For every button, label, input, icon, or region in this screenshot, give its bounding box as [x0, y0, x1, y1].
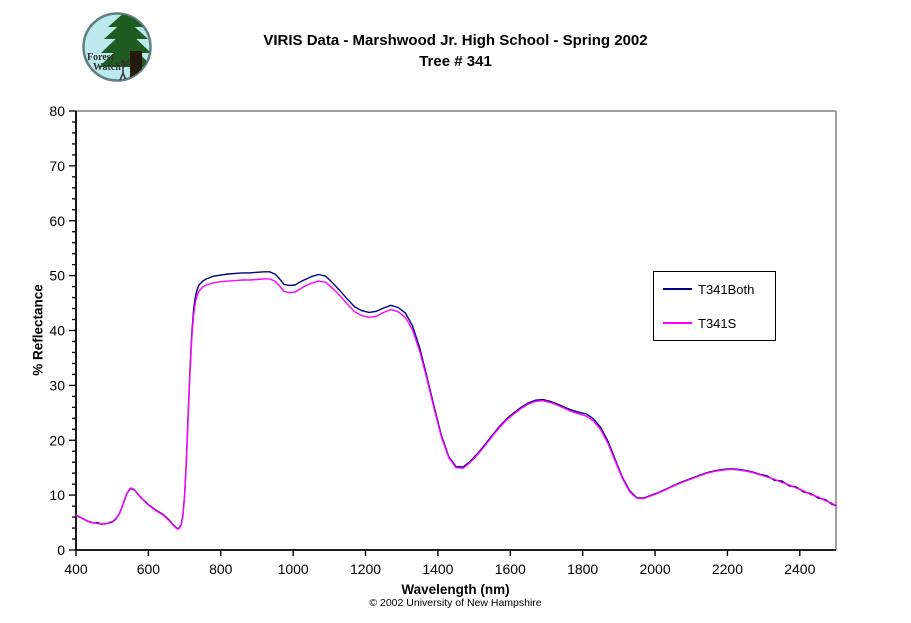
legend-line-t341both — [663, 288, 692, 290]
legend: T341Both T341S — [653, 271, 776, 341]
y-axis-title: % Reflectance — [30, 284, 46, 376]
x-tick-label: 400 — [64, 561, 88, 577]
legend-line-t341s — [663, 322, 692, 324]
y-tick-label: 30 — [49, 377, 65, 393]
person-icon — [119, 59, 130, 80]
y-tick-label: 60 — [49, 213, 65, 229]
evergreen-tree-icon — [99, 14, 150, 80]
y-tick-label: 0 — [57, 542, 65, 558]
forest-watch-logo: Forest Watch — [80, 9, 154, 85]
title-block: VIRIS Data - Marshwood Jr. High School -… — [0, 31, 911, 72]
x-tick-label: 2200 — [712, 561, 743, 577]
y-tick-label: 10 — [49, 487, 65, 503]
x-axis-title: Wavelength (nm) — [401, 582, 510, 597]
legend-entry-t341s: T341S — [663, 316, 775, 331]
chart-title: VIRIS Data - Marshwood Jr. High School -… — [263, 32, 648, 49]
forest-watch-logo-icon: Forest Watch — [82, 12, 152, 82]
x-tick-label: 1400 — [422, 561, 453, 577]
x-tick-label: 2400 — [784, 561, 815, 577]
series-line-T341S — [75, 278, 837, 530]
x-tick-label: 2000 — [639, 561, 670, 577]
legend-entry-t341both: T341Both — [663, 282, 775, 297]
logo-text-line2: Watch — [93, 62, 121, 73]
x-tick-label: 1800 — [567, 561, 598, 577]
chart-subtitle: Tree # 341 — [419, 53, 492, 70]
x-tick-label: 800 — [209, 561, 233, 577]
logo-text-line1: Forest — [87, 52, 115, 63]
y-tick-label: 40 — [49, 323, 65, 339]
y-tick-label: 20 — [49, 432, 65, 448]
x-tick-label: 1600 — [495, 561, 526, 577]
x-tick-label: 600 — [137, 561, 161, 577]
copyright-note: © 2002 University of New Hampshire — [369, 597, 542, 609]
legend-label-t341s: T341S — [698, 315, 737, 331]
y-tick-label: 80 — [49, 103, 65, 119]
y-tick-label: 70 — [49, 158, 65, 174]
x-tick-label: 1000 — [278, 561, 309, 577]
legend-label-t341both: T341Both — [698, 281, 755, 297]
y-tick-label: 50 — [49, 268, 65, 284]
x-tick-label: 1200 — [350, 561, 381, 577]
